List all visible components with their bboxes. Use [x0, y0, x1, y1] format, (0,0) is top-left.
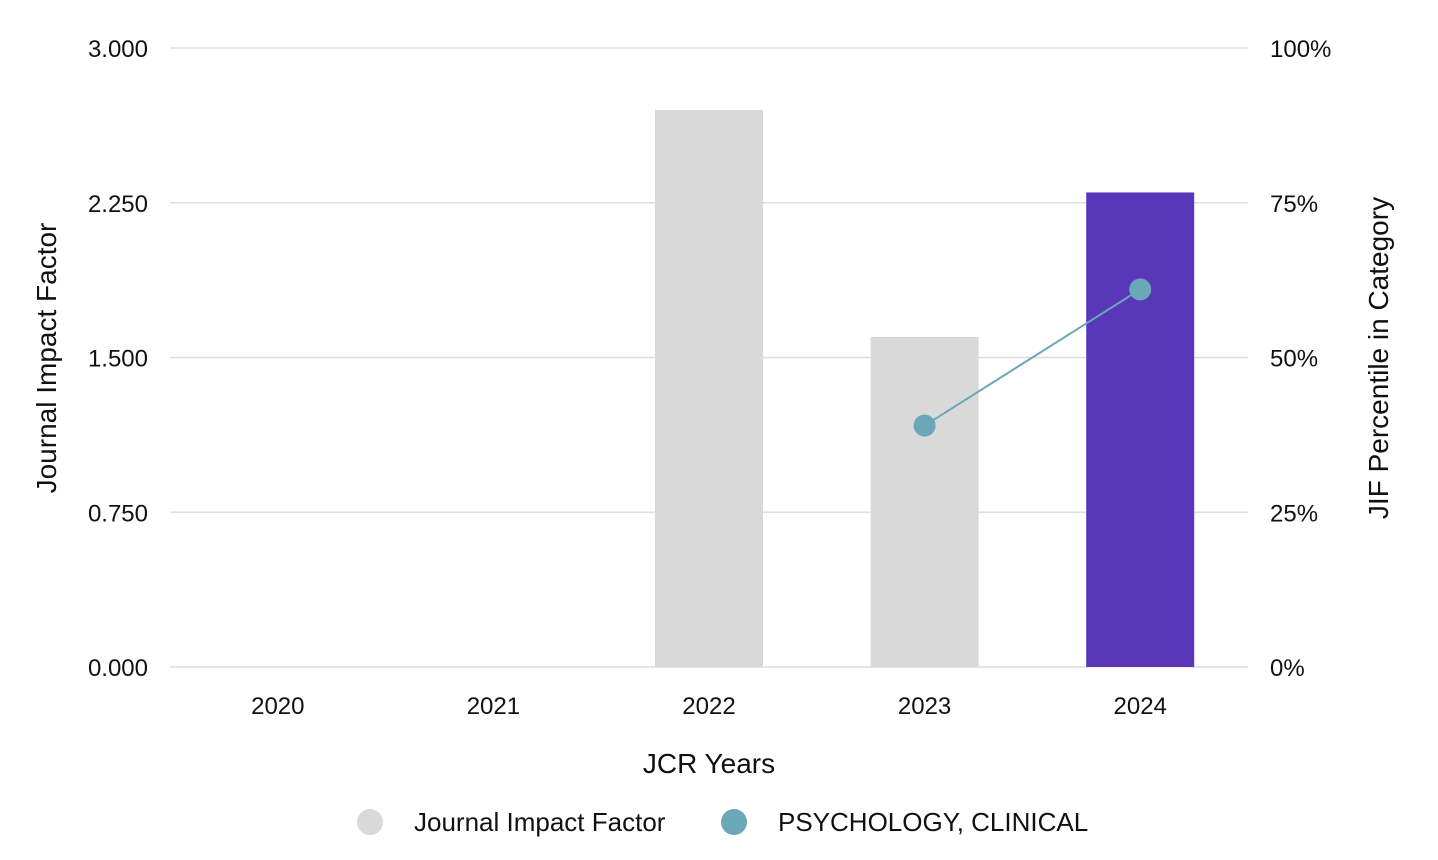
right-tick-label: 0% — [1270, 655, 1305, 682]
right-axis-title: JIF Percentile in Category — [1363, 197, 1394, 519]
left-tick-label: 0.000 — [88, 655, 148, 682]
right-tick-label: 75% — [1270, 191, 1318, 218]
percentile-point-2024 — [1129, 278, 1152, 301]
x-axis-title: JCR Years — [643, 748, 775, 779]
x-tick-label: 2022 — [682, 693, 735, 720]
left-tick-label: 3.000 — [88, 36, 148, 63]
left-axis-ticks: 0.000 0.750 1.500 2.250 3.000 — [88, 36, 148, 682]
x-tick-label: 2020 — [251, 693, 304, 720]
x-tick-label: 2021 — [467, 693, 520, 720]
bar-2024 — [1086, 192, 1195, 667]
right-axis-ticks: 0% 25% 50% 75% 100% — [1270, 36, 1331, 682]
percentile-line — [913, 278, 1152, 437]
percentile-point-2023 — [913, 414, 936, 437]
bar-2022 — [655, 109, 763, 667]
right-tick-label: 25% — [1270, 500, 1318, 527]
legend-category-marker — [721, 809, 747, 835]
left-axis-title: Journal Impact Factor — [31, 223, 62, 494]
legend-jif-marker — [357, 809, 383, 835]
bar-2023 — [870, 336, 979, 667]
x-axis-ticks: 2020 2021 2022 2023 2024 — [251, 693, 1167, 720]
left-tick-label: 1.500 — [88, 346, 148, 373]
legend-jif-label: Journal Impact Factor — [414, 807, 666, 837]
x-tick-label: 2023 — [898, 693, 951, 720]
right-tick-label: 50% — [1270, 346, 1318, 373]
right-tick-label: 100% — [1270, 36, 1331, 63]
left-tick-label: 0.750 — [88, 500, 148, 527]
x-tick-label: 2024 — [1114, 693, 1167, 720]
percentile-line-path — [924, 288, 1141, 427]
legend-category-label: PSYCHOLOGY, CLINICAL — [778, 807, 1088, 837]
legend: Journal Impact Factor PSYCHOLOGY, CLINIC… — [357, 807, 1088, 837]
bars — [655, 109, 1195, 667]
left-tick-label: 2.250 — [88, 191, 148, 218]
